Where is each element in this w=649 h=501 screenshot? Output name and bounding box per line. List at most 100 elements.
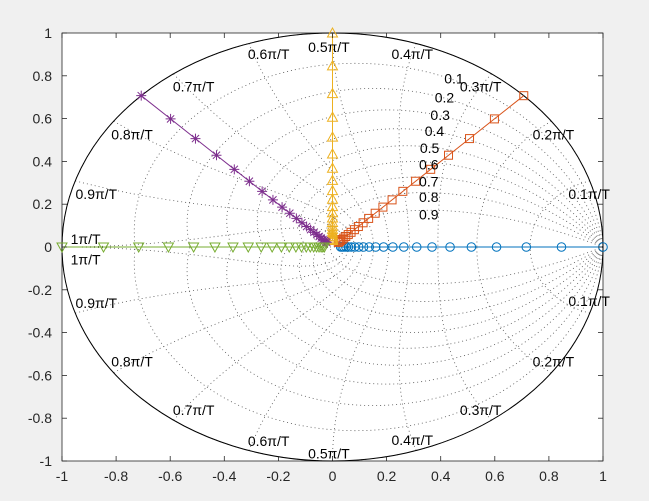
damping-label: 0.2 [435, 90, 455, 106]
data-point-asterisk [277, 202, 288, 213]
natural-frequency-label: 0.6π/T [248, 433, 290, 449]
data-point-triangle-down [187, 242, 200, 254]
natural-frequency-label: 0.8π/T [111, 354, 153, 370]
y-tick-label: 0.8 [33, 68, 53, 84]
data-point-circle [353, 242, 364, 252]
natural-frequency-label: 0.8π/T [111, 127, 153, 143]
natural-frequency-curve [61, 227, 345, 248]
data-point-triangle-down [255, 242, 268, 254]
data-point-triangle-up [326, 193, 339, 204]
x-tick-label: -0.2 [266, 468, 290, 484]
y-tick-label: -0.6 [28, 367, 52, 383]
data-point-square [465, 134, 475, 144]
data-point-triangle-up [326, 200, 339, 212]
natural-frequency-label: 0.2π/T [533, 354, 575, 370]
data-point-asterisk [296, 217, 307, 228]
natural-frequency-label: 0.2π/T [533, 127, 575, 143]
natural-frequency-label: 0.6π/T [248, 46, 290, 62]
damping-curve [256, 128, 604, 248]
damping-label: 0.1 [444, 70, 464, 86]
data-point-square [387, 195, 397, 205]
data-point-triangle-down [275, 242, 288, 254]
natural-frequency-curve [476, 246, 552, 374]
damping-curve [256, 246, 604, 366]
data-point-triangle-up [326, 87, 339, 99]
natural-frequency-label: 0.4π/T [391, 46, 433, 62]
data-point-asterisk [257, 186, 268, 197]
data-point-circle [521, 242, 532, 252]
natural-frequency-label: 1π/T [71, 251, 101, 267]
natural-frequency-label: 0.7π/T [173, 79, 215, 95]
natural-frequency-curve [75, 246, 349, 314]
grid-label-layer: 0.1 0.20.30.40.50.60.70.80.9 0.1π/T 0.1π/T 0… [71, 39, 611, 462]
data-point-triangle-up [326, 111, 339, 122]
natural-frequency-label: 0.5π/T [308, 446, 350, 462]
natural-frequency-label: 0.1π/T [568, 293, 610, 309]
y-tick-label: 1 [44, 25, 52, 41]
data-point-asterisk [291, 213, 302, 224]
data-point-asterisk [301, 221, 312, 232]
y-tick-label: -0.8 [28, 410, 52, 426]
data-point-triangle-up [326, 231, 339, 243]
x-tick-label: 0.8 [539, 468, 559, 484]
data-point-square [378, 202, 388, 212]
x-tick-label: -0.6 [158, 468, 182, 484]
x-tick-label: 0.6 [485, 468, 505, 484]
data-point-triangle-up [326, 59, 339, 71]
data-point-circle [556, 242, 567, 252]
damping-curve [186, 246, 604, 406]
data-point-circle [364, 242, 374, 252]
data-point-asterisk [284, 208, 295, 219]
data-point-triangle-down [266, 242, 279, 254]
damping-curve [323, 192, 604, 248]
data-point-triangle-down [56, 242, 68, 254]
y-tick-label: 0.2 [33, 196, 53, 212]
data-point-square [489, 114, 499, 124]
data-point-triangle-down [242, 242, 255, 254]
data-point-triangle-up [326, 234, 339, 246]
data-point-asterisk [165, 113, 176, 124]
damping-label: 0.8 [419, 189, 439, 205]
data-point-circle [346, 242, 357, 252]
damping-curve [323, 246, 604, 302]
natural-frequency-label: 0.3π/T [460, 79, 502, 95]
natural-frequency-curve [476, 120, 552, 248]
damping-curve [226, 246, 604, 385]
data-point-circle [343, 242, 354, 252]
damping-curve [226, 109, 604, 248]
damping-label: 0.5 [420, 140, 440, 156]
data-point-triangle-down [162, 242, 175, 254]
damping-label: 0.6 [419, 157, 439, 173]
data-point-triangle-down [209, 242, 221, 254]
damping-label: 0.9 [419, 206, 439, 222]
damping-curve [313, 246, 604, 318]
natural-frequency-label: 0.5π/T [308, 39, 350, 55]
data-point-asterisk [244, 176, 255, 187]
data-point-triangle-up [326, 230, 339, 241]
natural-frequency-curve [248, 246, 374, 451]
data-point-triangle-up [326, 228, 339, 239]
natural-frequency-curve [437, 73, 492, 248]
data-point-circle [378, 242, 389, 252]
data-point-triangle-up [326, 162, 339, 173]
data-point-circle [491, 242, 502, 252]
natural-frequency-curve [61, 246, 345, 267]
y-tick-label: 0.4 [33, 153, 53, 169]
data-point-triangle-down [283, 242, 296, 254]
data-point-circle [335, 242, 346, 252]
data-point-circle [370, 242, 381, 252]
data-point-asterisk [267, 194, 278, 205]
data-point-circle [427, 242, 437, 252]
data-point-circle [388, 242, 398, 252]
damping-label: 0.7 [419, 173, 439, 189]
data-point-asterisk [321, 237, 332, 248]
natural-frequency-label: 0.9π/T [76, 186, 118, 202]
data-point-triangle-down [97, 242, 110, 254]
y-tick-label: 0 [44, 239, 52, 255]
x-tick-label: 0 [329, 468, 337, 484]
y-tick-label: -0.2 [28, 282, 52, 298]
data-point-triangle-up [326, 147, 339, 159]
natural-frequency-curve [398, 246, 417, 451]
data-point-asterisk [136, 90, 147, 101]
